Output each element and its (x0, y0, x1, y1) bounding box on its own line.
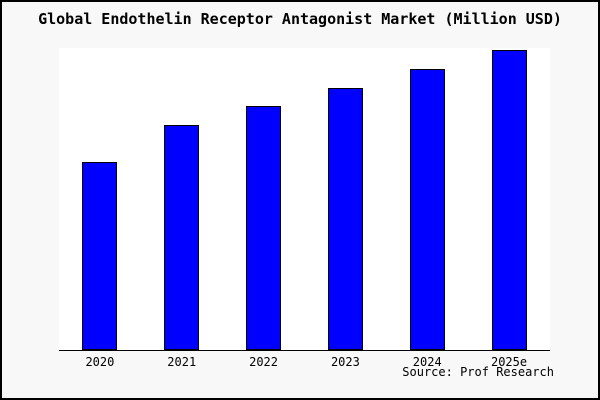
bar-2025e (491, 50, 527, 350)
bar-slot-2023 (304, 88, 386, 350)
bar-slot-2025e (468, 50, 550, 350)
bar-slot-2021 (141, 125, 223, 350)
x-axis-line (59, 350, 550, 351)
bar-2024 (409, 69, 445, 350)
bar-2022 (246, 106, 282, 350)
bar-slot-2024 (386, 69, 468, 350)
x-axis-label-2022: 2022 (249, 355, 279, 369)
source-credit: Source: Prof Research (402, 365, 554, 379)
bars-container (59, 48, 550, 350)
chart-title: Global Endothelin Receptor Antagonist Ma… (38, 10, 562, 28)
x-axis-label-2025e: 2025e (490, 355, 528, 369)
bar-slot-2020 (59, 162, 141, 350)
bar-2020 (82, 162, 118, 350)
x-axis-label-2024: 2024 (412, 355, 442, 369)
x-axis-label-2021: 2021 (167, 355, 197, 369)
bar-slot-2022 (223, 106, 305, 350)
bar-2023 (327, 88, 363, 350)
x-axis-label-2020: 2020 (85, 355, 115, 369)
x-axis-labels: 2020 2021 2022 2023 2024 2025e (59, 355, 550, 369)
bar-2021 (164, 125, 200, 350)
x-axis-label-2023: 2023 (330, 355, 360, 369)
plot-area (59, 48, 550, 351)
